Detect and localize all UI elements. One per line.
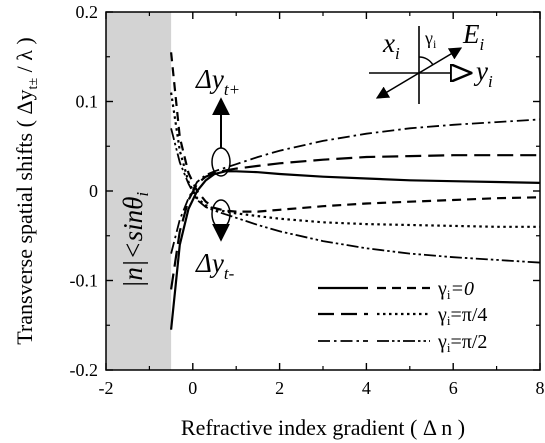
y-axis-title: Transverse spatial shifts ( Δyt± / λ ) — [12, 37, 41, 345]
y-tick-label: -0.1 — [70, 271, 99, 291]
legend-label-2-tail: =π/4 — [450, 304, 487, 326]
series-layer — [170, 52, 540, 330]
x-tick-label: 0 — [188, 378, 197, 398]
upper-shift-sub: t+ — [224, 80, 240, 99]
shaded-label-theta: θ — [118, 197, 148, 210]
y-axis-title-tail: / λ ) — [12, 37, 37, 78]
legend-label-1-tail: =0 — [450, 278, 474, 300]
tick-layer: -2 0 2 4 6 8 -0.2 -0.1 0 0.1 0.2 — [70, 2, 545, 398]
inset-x-sub: i — [395, 44, 400, 63]
x-tick-label: -2 — [99, 378, 114, 398]
legend-label-2-sub: i — [447, 313, 451, 328]
x-tick-label: 8 — [536, 378, 545, 398]
series-line-dashdot — [170, 118, 540, 254]
legend-label-1: γi=0 — [437, 278, 474, 302]
y-axis-title-sub: t± — [26, 78, 41, 90]
legend-label-1-main: γ — [437, 278, 447, 300]
legend-label-3-sub: i — [447, 340, 451, 355]
legend-label-3-main: γ — [437, 331, 447, 353]
inset-x-label: xi — [382, 28, 400, 63]
shaded-label-main: |n|<sin — [118, 210, 148, 288]
lower-shift-label: Δyt- — [195, 248, 235, 283]
x-tick-label: 4 — [362, 378, 371, 398]
upper-shift-main: Δy — [195, 64, 224, 94]
legend-label-3: γi=π/2 — [437, 331, 487, 355]
inset-e-main: E — [462, 19, 480, 49]
shaded-label-sub: i — [133, 192, 152, 197]
y-tick-label: 0.2 — [76, 2, 99, 22]
series-line-solid — [170, 170, 540, 330]
upper-shift-label: Δyt+ — [195, 64, 240, 99]
inset-y-sub: i — [488, 72, 493, 91]
x-tick-label: 2 — [275, 378, 284, 398]
legend-label-2: γi=π/4 — [437, 304, 487, 328]
y-axis-title-main: Transverse spatial shifts ( Δy — [12, 89, 37, 344]
inset-gamma-main: γ — [424, 28, 433, 48]
inset-field-vector — [375, 72, 420, 99]
inset-y-main: y — [473, 56, 488, 86]
inset-gamma-sub: i — [433, 37, 437, 51]
legend-label-2-main: γ — [437, 304, 447, 326]
shaded-region-label: |n|<sinθi — [118, 192, 152, 288]
shaded-region — [106, 12, 172, 370]
series-line-dot — [170, 92, 540, 228]
lower-shift-sub: t- — [224, 264, 235, 283]
inset-diagram: xi γi Ei yi — [369, 19, 493, 104]
lower-shift-main: Δy — [195, 248, 224, 278]
legend-label-1-sub: i — [447, 287, 451, 302]
y-tick-label: 0.1 — [76, 92, 99, 112]
y-tick-label: -0.2 — [70, 360, 99, 380]
series-line-dashdotdot — [170, 128, 540, 264]
inset-e-label: Ei — [462, 19, 485, 54]
y-tick-label: 0 — [89, 181, 98, 201]
inset-angle-arc — [418, 56, 434, 66]
inset-gamma-label: γi — [424, 28, 437, 51]
upper-ellipse — [211, 147, 231, 177]
inset-y-label: yi — [473, 56, 493, 91]
series-line-dash — [170, 52, 540, 213]
inset-field-vector — [418, 47, 463, 74]
legend: γi=0 γi=π/4 γi=π/2 — [318, 278, 487, 355]
inset-x-main: x — [382, 28, 395, 58]
x-axis-title: Refractive index gradient ( Δ n ) — [181, 415, 465, 440]
legend-label-3-tail: =π/2 — [450, 331, 487, 353]
inset-e-sub: i — [480, 35, 485, 54]
x-tick-label: 6 — [449, 378, 458, 398]
